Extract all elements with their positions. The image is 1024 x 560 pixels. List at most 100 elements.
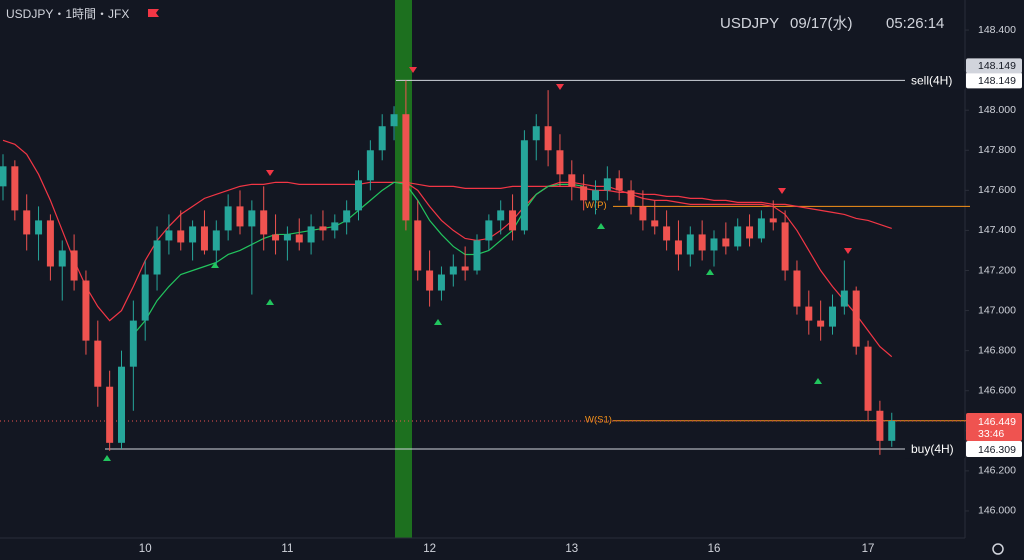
price-tag-label: 148.149 <box>978 75 1016 87</box>
candle-body <box>864 346 872 411</box>
level-label-box <box>905 440 965 459</box>
candle-body <box>106 386 114 443</box>
y-tick-label: 147.400 <box>978 224 1016 236</box>
current-price-label: 146.449 <box>978 416 1016 428</box>
candle-body <box>615 178 623 191</box>
y-tick-label: 146.200 <box>978 465 1016 477</box>
candle-body <box>307 226 315 243</box>
candle-body <box>461 266 469 271</box>
candle-body <box>331 222 339 231</box>
candle-body <box>355 180 362 211</box>
candle-body <box>141 274 149 321</box>
candle-body <box>829 306 836 327</box>
candle-body <box>272 234 280 241</box>
x-tick-label: 11 <box>281 543 293 555</box>
candle-body <box>639 206 647 221</box>
candle-body <box>663 226 671 241</box>
y-tick-label: 146.600 <box>978 385 1016 397</box>
candle-body <box>556 150 564 175</box>
candle-body <box>319 226 327 231</box>
candle-body <box>212 230 220 251</box>
candle-body <box>651 220 659 227</box>
candle-body <box>840 290 848 307</box>
y-tick-label: 147.200 <box>978 264 1016 276</box>
candle-body <box>35 220 43 235</box>
info-symbol: USDJPY <box>720 15 779 32</box>
candle-body <box>544 126 552 151</box>
candle-body <box>734 226 742 247</box>
settings-button[interactable] <box>992 543 1004 555</box>
x-tick-label: 13 <box>565 543 578 555</box>
level-label: sell(4H) <box>911 74 952 88</box>
candle-body <box>23 210 31 235</box>
candle-body <box>58 250 66 267</box>
ma-line <box>2 139 892 322</box>
flag-icon <box>148 9 159 17</box>
candle-body <box>674 240 682 255</box>
candle-body <box>509 210 517 231</box>
candle-body <box>70 250 78 281</box>
candle-body <box>343 210 351 223</box>
candle-body <box>781 222 789 271</box>
y-tick-label: 147.800 <box>978 144 1016 156</box>
candle-body <box>378 126 386 151</box>
candle-body <box>603 178 611 191</box>
candle-body <box>817 320 825 327</box>
candle-body <box>722 238 730 247</box>
candle-body <box>0 166 7 187</box>
level-label: W(S1) <box>585 414 612 425</box>
candle-body <box>366 150 374 181</box>
candle-body <box>497 210 505 221</box>
x-tick-label: 17 <box>862 543 875 555</box>
candle-body <box>118 366 125 443</box>
candle-body <box>94 340 102 387</box>
candle-body <box>165 230 173 241</box>
candle-body <box>769 218 777 223</box>
candle-body <box>236 206 244 227</box>
candle-body <box>532 126 540 141</box>
high-tag-label: 148.149 <box>978 60 1016 72</box>
candle-body <box>283 234 291 241</box>
price-tag <box>966 72 1022 89</box>
candle-body <box>224 206 232 231</box>
candle-body <box>852 290 860 347</box>
candle-body <box>248 210 256 227</box>
candle-body <box>876 410 884 441</box>
x-tick-label: 12 <box>423 543 436 555</box>
candle-body <box>402 114 410 221</box>
info-date: 09/17(水) <box>790 15 853 32</box>
candle-body <box>295 234 303 243</box>
y-tick-label: 148.400 <box>978 24 1016 36</box>
candle-body <box>888 420 896 441</box>
y-tick-label: 147.600 <box>978 184 1016 196</box>
x-tick-label: 16 <box>708 543 721 555</box>
candle-body <box>200 226 208 251</box>
info-time: 05:26:14 <box>886 15 944 32</box>
y-tick-label: 148.000 <box>978 104 1016 116</box>
candle-body <box>46 220 54 267</box>
y-tick-label: 147.000 <box>978 304 1016 316</box>
candle-body <box>82 280 90 341</box>
candle-body <box>710 238 718 251</box>
y-tick-label: 146.000 <box>978 505 1016 517</box>
candle-body <box>129 320 137 367</box>
candle-body <box>485 220 493 241</box>
price-tag-label: 146.309 <box>978 444 1016 456</box>
countdown-label: 33:46 <box>978 428 1004 440</box>
candle-body <box>189 226 197 243</box>
candle-body <box>426 270 434 291</box>
candle-body <box>592 190 599 201</box>
candle-body <box>11 166 19 211</box>
level-label-box <box>905 71 965 90</box>
candle-body <box>698 234 706 251</box>
candle-body <box>627 190 635 207</box>
price-tag <box>966 441 1022 458</box>
candle-body <box>568 174 576 187</box>
candle-body <box>520 140 528 231</box>
x-tick-label: 10 <box>139 543 152 555</box>
candle-body <box>757 218 765 239</box>
candle-body <box>177 230 185 243</box>
